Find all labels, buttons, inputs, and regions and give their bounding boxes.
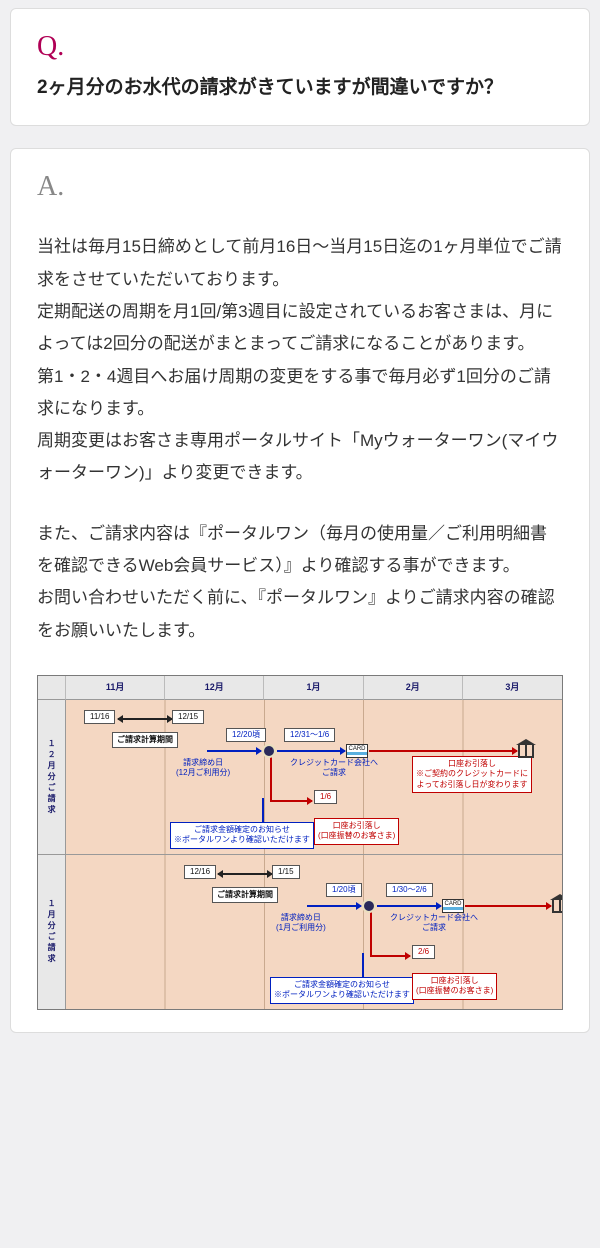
chart-note: 口座お引落し ※ご契約のクレジットカードに よってお引落し日が変わります (412, 756, 532, 793)
clock-icon (262, 744, 276, 758)
chart-datebox: 12/16 (184, 865, 216, 879)
chart-month: 3月 (463, 676, 562, 700)
credit-card-icon: CARD (442, 899, 464, 913)
chart-connector (118, 718, 172, 720)
chart-datebox: 12/31～1/6 (284, 728, 335, 742)
chart-connector (207, 750, 261, 752)
chart-datebox: 1/30～2/6 (386, 883, 433, 897)
chart-connector (270, 756, 272, 802)
chart-month: 11月 (66, 676, 165, 700)
question-label: Q. (37, 31, 563, 63)
chart-row-label: １月分ご請求 (38, 855, 66, 1009)
chart-connector (465, 905, 551, 907)
chart-connector (369, 750, 517, 752)
chart-connector (277, 750, 345, 752)
chart-note: 請求締め日 (12月ご利用分) (176, 758, 230, 779)
chart-note: クレジットカード会社へ ご請求 (390, 913, 478, 934)
chart-row: １２月分ご請求 11/16 12/15 12/20頃 12/31～1/6 1/6 ご請求計算… (38, 700, 562, 855)
chart-month: 12月 (165, 676, 264, 700)
chart-datebox: 11/16 (84, 710, 115, 724)
chart-datebox: 12/20頃 (226, 728, 266, 742)
answer-body: 当社は毎月15日締めとして前月16日～当月15日迄の1ヶ月単位でご請求をさせてい… (37, 231, 563, 1010)
chart-datebox: 2/6 (412, 945, 435, 959)
chart-period-label: ご請求計算期間 (112, 732, 178, 748)
chart-header-spacer (38, 676, 66, 700)
chart-datebox: 1/6 (314, 790, 337, 804)
question-card: Q. 2ヶ月分のお水代の請求がきていますが間違いですか？ (10, 8, 590, 126)
chart-connector (218, 873, 272, 875)
chart-month: 1月 (264, 676, 363, 700)
chart-connector (377, 905, 441, 907)
bank-icon (518, 744, 534, 758)
chart-datebox: 1/20頃 (326, 883, 362, 897)
bank-icon (552, 899, 562, 913)
answer-paragraph: また、ご請求内容は『ポータルワン（毎月の使用量／ご利用明細書を確認できるWeb会… (37, 518, 563, 647)
chart-note: ご請求金額確定のお知らせ ※ポータルワンより確認いただけます (170, 822, 314, 849)
chart-connector (370, 955, 410, 957)
chart-connector (307, 905, 361, 907)
chart-note: クレジットカード会社へ ご請求 (290, 758, 378, 779)
chart-connector (270, 800, 312, 802)
chart-row-body: 11/16 12/15 12/20頃 12/31～1/6 1/6 ご請求計算期間請求締め日… (66, 700, 562, 854)
chart-note: 口座お引落し (口座振替のお客さま) (314, 818, 399, 845)
answer-card: A. 当社は毎月15日締めとして前月16日～当月15日迄の1ヶ月単位でご請求をさ… (10, 148, 590, 1033)
chart-header: 11月 12月 1月 2月 3月 (38, 676, 562, 700)
answer-paragraph: 当社は毎月15日締めとして前月16日～当月15日迄の1ヶ月単位でご請求をさせてい… (37, 231, 563, 489)
credit-card-icon: CARD (346, 744, 368, 758)
chart-datebox: 1/15 (272, 865, 300, 879)
clock-icon (362, 899, 376, 913)
chart-row-body: 12/16 1/15 1/20頃 1/30～2/6 2/6 ご請求計算期間請求締め日 (1… (66, 855, 562, 1009)
chart-row-label: １２月分ご請求 (38, 700, 66, 854)
chart-note: ご請求金額確定のお知らせ ※ポータルワンより確認いただけます (270, 977, 414, 1004)
chart-row: １月分ご請求 12/16 1/15 1/20頃 1/30～2/6 2/6 ご請求計算期間請求… (38, 855, 562, 1009)
question-text: 2ヶ月分のお水代の請求がきていますが間違いですか？ (37, 73, 563, 103)
chart-datebox: 12/15 (172, 710, 204, 724)
chart-note: 口座お引落し (口座振替のお客さま) (412, 973, 497, 1000)
billing-timeline-chart: 11月 12月 1月 2月 3月 １２月分ご請求 11/16 12/15 12/20頃… (37, 675, 563, 1010)
chart-connector (370, 911, 372, 957)
chart-note: 請求締め日 (1月ご利用分) (276, 913, 326, 934)
chart-period-label: ご請求計算期間 (212, 887, 278, 903)
answer-label: A. (37, 171, 563, 203)
chart-month: 2月 (364, 676, 463, 700)
